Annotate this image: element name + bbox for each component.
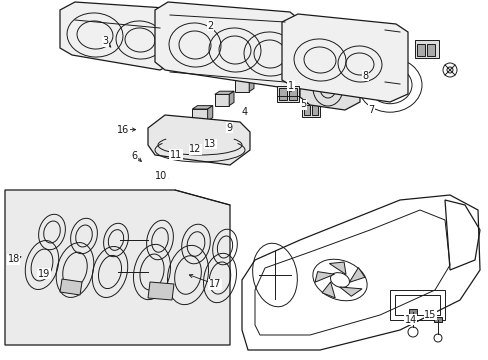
Bar (162, 134, 178, 146)
Polygon shape (234, 77, 253, 80)
Text: 6: 6 (131, 150, 137, 161)
Polygon shape (328, 262, 346, 274)
Polygon shape (192, 105, 212, 109)
Polygon shape (322, 282, 334, 298)
Bar (279, 88, 286, 100)
Text: 13: 13 (203, 139, 216, 149)
Text: 2: 2 (207, 21, 213, 31)
Text: 10: 10 (155, 171, 167, 181)
Polygon shape (162, 130, 183, 134)
Text: 9: 9 (226, 123, 232, 133)
Bar (304, 105, 309, 115)
Bar (276, 86, 298, 102)
Text: 12: 12 (189, 144, 202, 154)
Polygon shape (60, 2, 175, 70)
Text: 19: 19 (38, 269, 50, 279)
Text: 5: 5 (300, 99, 305, 109)
Polygon shape (299, 65, 359, 110)
Polygon shape (207, 105, 212, 121)
Polygon shape (282, 14, 407, 102)
Polygon shape (60, 279, 82, 295)
Polygon shape (178, 130, 183, 146)
Polygon shape (249, 77, 253, 91)
Text: 7: 7 (368, 105, 374, 115)
Text: 15: 15 (423, 310, 436, 320)
Bar (433, 317, 441, 322)
Polygon shape (148, 282, 174, 300)
Bar (288, 88, 296, 100)
Text: 3: 3 (102, 36, 108, 46)
Text: 17: 17 (208, 279, 221, 289)
Bar (394, 295, 439, 315)
Text: 18: 18 (7, 254, 20, 264)
Polygon shape (148, 115, 249, 165)
Bar (426, 44, 434, 56)
Bar (302, 103, 319, 117)
Bar (414, 40, 438, 58)
Bar (192, 109, 207, 121)
Text: 1: 1 (287, 81, 293, 91)
Text: 11: 11 (169, 150, 182, 160)
Polygon shape (5, 190, 229, 345)
Bar (389, 290, 444, 320)
Text: 4: 4 (241, 107, 247, 117)
Bar (214, 94, 229, 105)
Polygon shape (348, 267, 364, 282)
Polygon shape (339, 287, 361, 296)
Polygon shape (314, 272, 334, 282)
Bar (311, 105, 317, 115)
Bar (234, 80, 249, 91)
Polygon shape (229, 91, 234, 105)
Text: 14: 14 (404, 315, 416, 325)
Polygon shape (155, 2, 299, 88)
Polygon shape (214, 91, 234, 94)
Text: 16: 16 (117, 125, 129, 135)
Bar (416, 44, 424, 56)
Text: 8: 8 (362, 71, 368, 81)
Bar (408, 309, 416, 314)
